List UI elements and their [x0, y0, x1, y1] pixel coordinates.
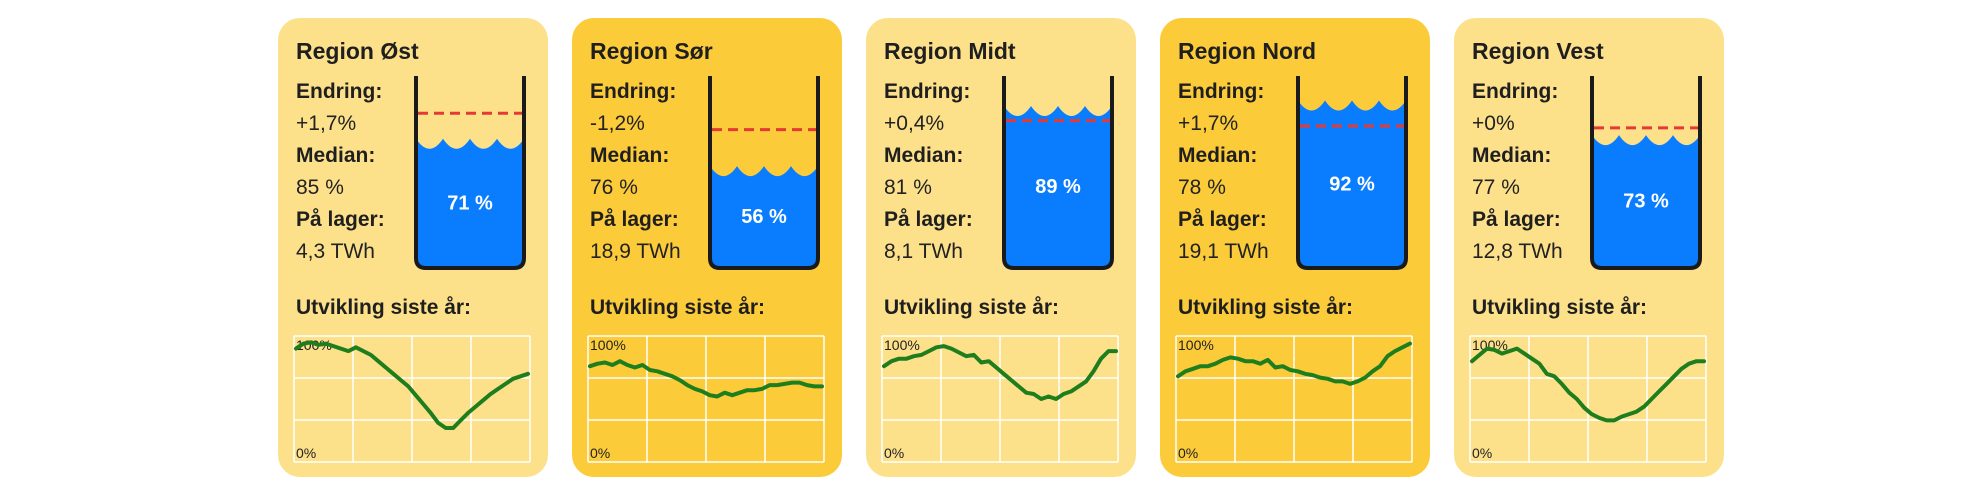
y-axis-top-label: 100% — [1472, 337, 1508, 353]
region-card: Region Sør Endring: -1,2% Median: 76 % På lag… — [572, 18, 842, 477]
fill-percent-label: 73 % — [1623, 191, 1669, 213]
stored-label: På lager: — [590, 208, 679, 231]
stored-label: På lager: — [884, 208, 973, 231]
tank-outline — [1590, 76, 1702, 270]
tank-outline — [414, 76, 526, 270]
change-value: -1,2% — [590, 112, 645, 135]
median-label: Median: — [296, 144, 376, 167]
stored-value: 8,1 TWh — [884, 240, 963, 263]
trend-chart: 100%0% — [293, 335, 531, 463]
region-title: Region Vest — [1472, 38, 1604, 64]
y-axis-top-label: 100% — [590, 337, 626, 353]
median-value: 77 % — [1472, 176, 1520, 199]
stored-value: 19,1 TWh — [1178, 240, 1269, 263]
region-card: Region Vest Endring: +0% Median: 77 % På lage… — [1454, 18, 1724, 477]
change-value: +0,4% — [884, 112, 945, 135]
y-axis-top-label: 100% — [1178, 337, 1214, 353]
region-title: Region Øst — [296, 38, 419, 64]
median-value: 81 % — [884, 176, 932, 199]
fill-percent-label: 56 % — [741, 206, 787, 228]
y-axis-bottom-label: 0% — [1178, 445, 1198, 461]
water-fill — [1004, 106, 1112, 268]
median-label: Median: — [884, 144, 964, 167]
stored-label: På lager: — [1472, 208, 1561, 231]
reservoir-tank: 73 % — [1590, 76, 1702, 270]
trend-line — [882, 344, 1118, 401]
reservoir-tank: 89 % — [1002, 76, 1114, 270]
trend-chart: 100% 0% — [587, 335, 825, 463]
development-label: Utvikling siste år: — [296, 296, 472, 319]
trend-line — [294, 340, 530, 430]
water-fill — [416, 138, 524, 268]
median-value: 85 % — [296, 176, 344, 199]
y-axis-bottom-label: 0% — [1472, 445, 1492, 461]
change-label: Endring: — [884, 80, 971, 103]
water-fill — [1592, 135, 1700, 268]
median-label: Median: — [590, 144, 670, 167]
median-value: 76 % — [590, 176, 638, 199]
fill-percent-label: 92 % — [1329, 173, 1375, 195]
reservoir-tank: 56 % — [708, 76, 820, 270]
change-label: Endring: — [590, 80, 677, 103]
change-label: Endring: — [1472, 80, 1559, 103]
trend-chart: 100% 0% — [1175, 335, 1413, 463]
region-title: Region Sør — [590, 38, 713, 64]
median-label: Median: — [1472, 144, 1552, 167]
tank-outline — [708, 76, 820, 270]
stored-value: 18,9 TWh — [590, 240, 681, 263]
median-label: Median: — [1178, 144, 1258, 167]
change-value: +1,7% — [1178, 112, 1239, 135]
water-fill — [1298, 100, 1406, 268]
y-axis-bottom-label: 0% — [590, 445, 610, 461]
change-value: +0% — [1472, 112, 1515, 135]
change-label: Endring: — [296, 80, 383, 103]
fill-percent-label: 89 % — [1035, 176, 1081, 198]
region-title: Region Nord — [1178, 38, 1316, 64]
stored-label: På lager: — [1178, 208, 1267, 231]
stored-value: 12,8 TWh — [1472, 240, 1563, 263]
change-value: +1,7% — [296, 112, 357, 135]
development-label: Utvikling siste år: — [1178, 296, 1354, 319]
water-fill — [710, 166, 818, 268]
trend-line — [1470, 346, 1706, 423]
trend-line — [1176, 341, 1412, 386]
development-label: Utvikling siste år: — [590, 296, 766, 319]
change-label: Endring: — [1178, 80, 1265, 103]
y-axis-top-label: 100% — [884, 337, 920, 353]
y-axis-bottom-label: 0% — [296, 445, 316, 461]
stored-label: På lager: — [296, 208, 385, 231]
trend-chart: 100% 0% — [1469, 335, 1707, 463]
region-card: Region Nord Endring: +1,7% Median: 78 % På la… — [1160, 18, 1430, 477]
region-card: Region Midt Endring: +0,4% Median: 81 % På la… — [866, 18, 1136, 477]
tank-outline — [1296, 76, 1408, 270]
development-label: Utvikling siste år: — [884, 296, 1060, 319]
trend-chart: 100% 0% — [881, 335, 1119, 463]
region-title: Region Midt — [884, 38, 1016, 64]
region-card: Region Øst Endring: +1,7% Median: 85 % På lag… — [278, 18, 548, 477]
reservoir-tank: 71 % — [414, 76, 526, 270]
development-label: Utvikling siste år: — [1472, 296, 1648, 319]
tank-outline — [1002, 76, 1114, 270]
median-value: 78 % — [1178, 176, 1226, 199]
fill-percent-label: 71 % — [447, 192, 493, 214]
stored-value: 4,3 TWh — [296, 240, 375, 263]
reservoir-tank: 92 % — [1296, 76, 1408, 270]
trend-line — [588, 359, 824, 399]
y-axis-bottom-label: 0% — [884, 445, 904, 461]
